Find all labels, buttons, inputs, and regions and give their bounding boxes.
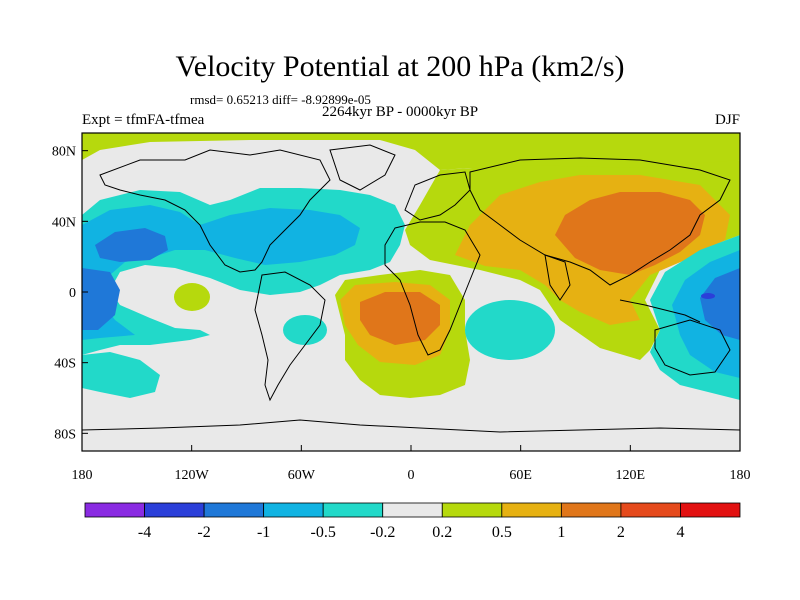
field-wpac-strong [700, 268, 740, 340]
x-tick-label: 180 [730, 468, 751, 483]
y-tick-label: 80S [54, 427, 76, 442]
colorbar-label: 0.2 [432, 524, 452, 541]
coastlines [82, 144, 740, 433]
field-wpac-core [701, 293, 715, 299]
y-tick-label: 40N [52, 215, 76, 230]
colorbar-label: -2 [197, 524, 210, 541]
colorbar-label: -4 [138, 524, 151, 541]
coast-india [544, 254, 571, 301]
y-tick-label: 0 [69, 286, 76, 301]
x-tick-label: 60E [509, 468, 532, 483]
field-east-pacific-strong [82, 268, 120, 330]
colorbar-label: 4 [676, 524, 684, 541]
x-tick-label: 60W [288, 468, 316, 483]
field-wrap-negative [82, 352, 160, 398]
colorbar-swatch [680, 502, 741, 518]
colorbar-swatch [441, 502, 503, 518]
coast-asia [469, 157, 731, 286]
field-arctic-positive [82, 133, 740, 175]
coast-africa [384, 221, 481, 356]
coast-south-america [254, 271, 326, 402]
field-satl-blob [465, 300, 555, 360]
contour-field [82, 133, 740, 451]
season-label: DJF [714, 112, 740, 128]
colorbar-label: 2 [617, 524, 625, 541]
colorbar-swatch [263, 502, 324, 518]
x-tick-label: 120E [616, 468, 646, 483]
colorbar-swatch [560, 502, 622, 518]
x-tick-label: 120W [175, 468, 210, 483]
field-atlantic-strong [360, 292, 440, 345]
x-tick-label: 0 [408, 468, 415, 483]
colorbar: -4 -2 -1 -0.5 -0.2 0.2 0.5 1 2 4 [84, 502, 741, 541]
stats-label: rmsd= 0.65213 diff= -8.92899e-05 [190, 92, 371, 107]
field-pacific-blob [174, 283, 210, 311]
coast-indonesia [619, 299, 701, 323]
y-tick-label: 40S [54, 357, 76, 372]
y-tick-label: 80N [52, 145, 76, 160]
period-label: 2264kyr BP - 0000kyr BP [322, 104, 479, 120]
coast-australia [654, 319, 731, 376]
field-sa-blob [283, 315, 327, 345]
colorbar-label: -0.5 [311, 524, 336, 541]
coast-antarctica [82, 419, 740, 433]
colorbar-swatch [322, 502, 384, 518]
axis-ticks: 180 120W 60W 0 60E 120E 180 80N 40N 0 40S 80S [52, 145, 751, 483]
colorbar-swatch [84, 502, 145, 518]
colorbar-swatch [203, 502, 265, 518]
coast-greenland [329, 144, 396, 191]
colorbar-label: 0.5 [492, 524, 512, 541]
colorbar-swatch [501, 502, 562, 518]
colorbar-swatch [620, 502, 681, 518]
colorbar-label: 1 [557, 524, 565, 541]
field-eurasia-strong [555, 192, 705, 275]
colorbar-swatch [144, 502, 205, 518]
map-title: Velocity Potential at 200 hPa (km2/s) [175, 50, 625, 83]
field-north-strong-negative [95, 228, 168, 262]
colorbar-label: -0.2 [370, 524, 395, 541]
colorbar-label: -1 [257, 524, 270, 541]
experiment-label: Expt = tfmFA-tfmea [82, 112, 205, 128]
x-tick-label: 180 [72, 468, 93, 483]
colorbar-swatch [382, 502, 443, 518]
coast-north-america [99, 149, 331, 273]
